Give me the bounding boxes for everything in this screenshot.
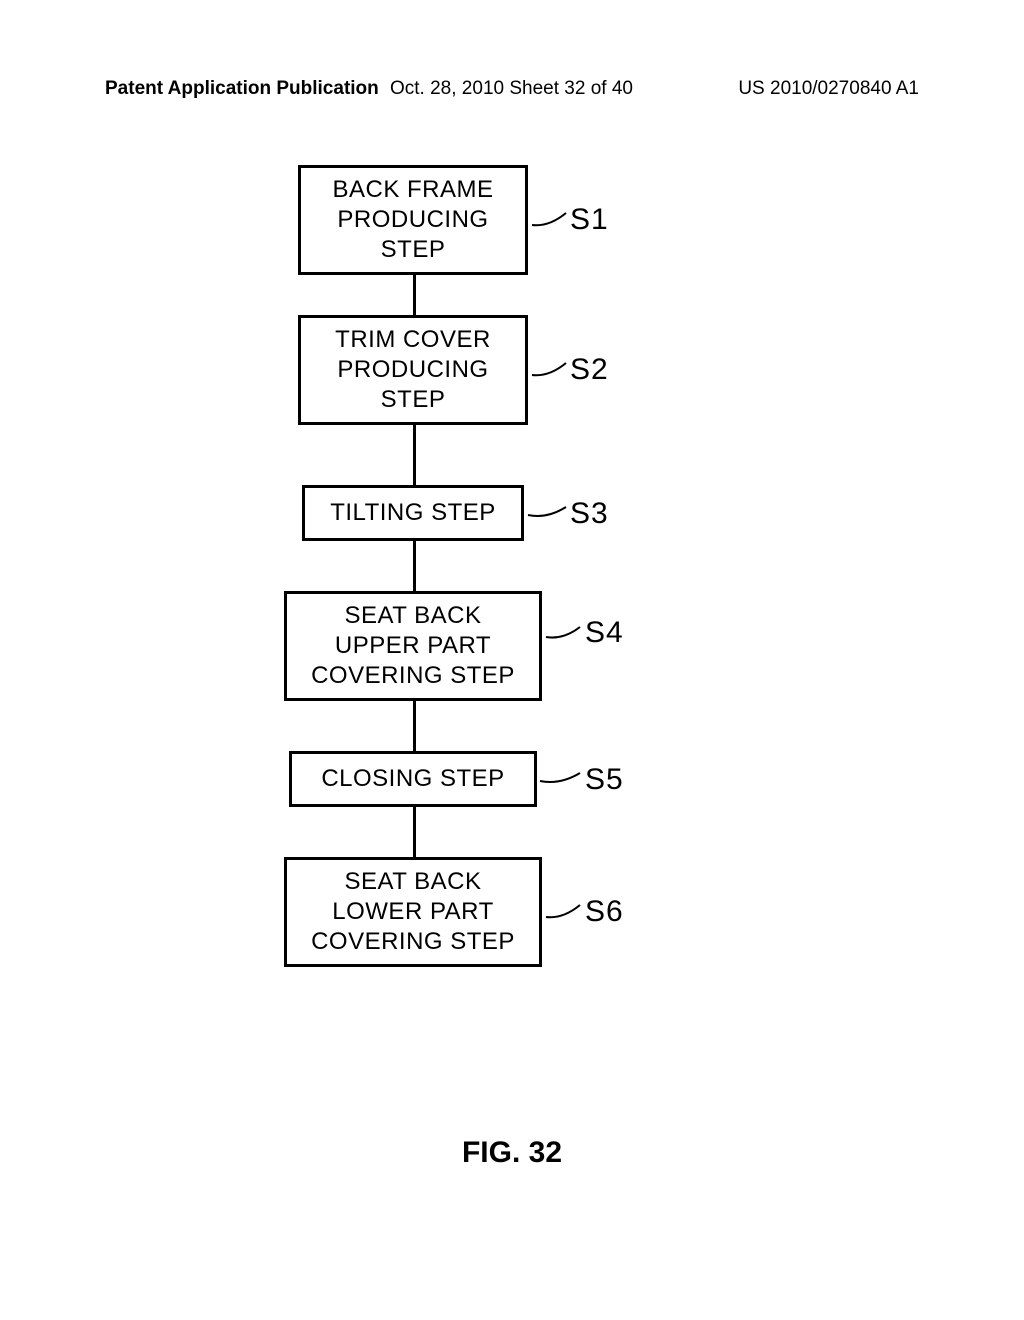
step-label: S6 xyxy=(585,895,624,929)
flowchart-container: BACK FRAMEPRODUCINGSTEPS1 TRIM COVERPRODU… xyxy=(270,165,750,967)
flowchart-step: BACK FRAMEPRODUCINGSTEPS1 xyxy=(270,165,750,275)
flowchart-connector xyxy=(413,425,416,485)
callout-line-icon xyxy=(270,485,670,541)
flowchart-step: CLOSING STEPS5 xyxy=(270,751,750,807)
callout-line-icon xyxy=(270,315,670,425)
flowchart-connector xyxy=(413,275,416,315)
step-label: S2 xyxy=(570,353,609,387)
flowchart-step: TRIM COVERPRODUCINGSTEPS2 xyxy=(270,315,750,425)
flowchart-connector xyxy=(413,701,416,751)
flowchart-step: SEAT BACKLOWER PARTCOVERING STEPS6 xyxy=(270,857,750,967)
header-publication: Patent Application Publication xyxy=(105,78,379,100)
header-patent-number: US 2010/0270840 A1 xyxy=(738,78,919,100)
step-label: S1 xyxy=(570,203,609,237)
step-label: S4 xyxy=(585,616,624,650)
flowchart-step: SEAT BACKUPPER PARTCOVERING STEPS4 xyxy=(270,591,750,701)
step-label: S3 xyxy=(570,497,609,531)
callout-line-icon xyxy=(270,165,670,275)
step-label: S5 xyxy=(585,763,624,797)
flowchart-connector xyxy=(413,541,416,591)
flowchart-step: TILTING STEPS3 xyxy=(270,485,750,541)
figure-number: FIG. 32 xyxy=(0,1136,1024,1170)
header-date-sheet: Oct. 28, 2010 Sheet 32 of 40 xyxy=(390,78,633,100)
flowchart-connector xyxy=(413,807,416,857)
